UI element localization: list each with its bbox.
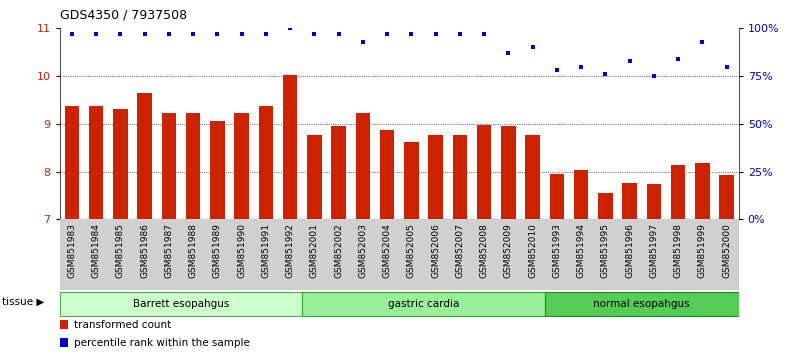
Bar [404,142,419,219]
Text: GSM852010: GSM852010 [528,223,537,278]
Bar [64,106,79,219]
Text: gastric cardia: gastric cardia [388,298,459,309]
Text: GSM852000: GSM852000 [722,223,731,278]
Text: GSM851992: GSM851992 [286,223,295,278]
Text: GSM852002: GSM852002 [334,223,343,278]
Text: GSM852006: GSM852006 [431,223,440,278]
Text: GDS4350 / 7937508: GDS4350 / 7937508 [60,8,187,21]
Bar [60,338,68,347]
Bar [525,135,540,219]
Text: GSM851994: GSM851994 [576,223,586,278]
Bar [356,113,370,219]
Text: transformed count: transformed count [74,320,171,330]
Text: GSM851997: GSM851997 [650,223,658,278]
Bar [574,170,588,219]
Text: GSM851984: GSM851984 [92,223,100,278]
Bar [60,320,68,329]
Bar [477,125,491,219]
Text: GSM852003: GSM852003 [358,223,367,278]
Text: GSM851998: GSM851998 [673,223,682,278]
Bar [380,130,394,219]
Bar [720,175,734,219]
Bar [453,135,467,219]
Text: GSM851988: GSM851988 [189,223,197,278]
Bar [331,126,345,219]
Text: GSM851989: GSM851989 [213,223,222,278]
Bar [622,183,637,219]
Bar [234,113,249,219]
Text: GSM851987: GSM851987 [164,223,174,278]
Text: GSM852007: GSM852007 [455,223,464,278]
Bar [185,113,201,219]
Bar [113,109,127,219]
Text: GSM851996: GSM851996 [625,223,634,278]
Bar [695,163,709,219]
Text: GSM851999: GSM851999 [698,223,707,278]
Bar [259,106,273,219]
Text: Barrett esopahgus: Barrett esopahgus [133,298,229,309]
Text: GSM852009: GSM852009 [504,223,513,278]
Bar [544,292,739,315]
Bar [210,121,224,219]
Text: normal esopahgus: normal esopahgus [593,298,690,309]
Text: GSM852008: GSM852008 [479,223,489,278]
Bar [302,292,544,315]
Bar [162,113,176,219]
Bar [428,135,443,219]
Text: GSM852005: GSM852005 [407,223,416,278]
Bar [671,165,685,219]
Text: GSM851993: GSM851993 [552,223,561,278]
Bar [137,93,152,219]
Bar [283,75,298,219]
Bar [501,126,516,219]
Bar [89,106,103,219]
Text: GSM852001: GSM852001 [310,223,319,278]
Bar [646,184,661,219]
Text: GSM851991: GSM851991 [261,223,271,278]
Text: GSM851990: GSM851990 [237,223,246,278]
Bar [549,174,564,219]
Text: GSM852004: GSM852004 [383,223,392,278]
Text: GSM851983: GSM851983 [68,223,76,278]
Text: percentile rank within the sample: percentile rank within the sample [74,338,250,348]
Text: GSM851986: GSM851986 [140,223,149,278]
Text: GSM851995: GSM851995 [601,223,610,278]
Bar [598,193,613,219]
Text: GSM851985: GSM851985 [116,223,125,278]
Text: tissue ▶: tissue ▶ [2,297,44,307]
Bar [60,292,302,315]
Bar [307,135,322,219]
